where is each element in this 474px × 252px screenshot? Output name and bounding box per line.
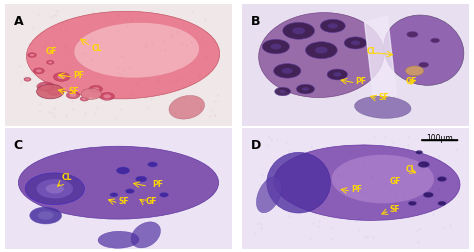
Circle shape <box>30 55 34 57</box>
Polygon shape <box>365 17 396 99</box>
Text: PF: PF <box>351 184 362 194</box>
Circle shape <box>430 39 440 44</box>
Circle shape <box>315 48 328 54</box>
Circle shape <box>136 176 147 182</box>
Circle shape <box>328 24 338 29</box>
Circle shape <box>406 67 424 76</box>
Text: B: B <box>251 15 260 28</box>
Circle shape <box>110 193 118 197</box>
Text: GF: GF <box>46 46 57 55</box>
Circle shape <box>296 85 315 94</box>
Text: A: A <box>14 15 24 28</box>
Ellipse shape <box>259 14 384 98</box>
Circle shape <box>438 177 447 182</box>
Ellipse shape <box>256 177 282 213</box>
Circle shape <box>270 44 282 50</box>
Text: CL: CL <box>406 164 416 173</box>
Circle shape <box>407 32 418 38</box>
Circle shape <box>82 98 87 101</box>
Circle shape <box>48 62 52 64</box>
Circle shape <box>351 41 360 46</box>
Circle shape <box>292 28 305 35</box>
Ellipse shape <box>131 222 161 248</box>
Circle shape <box>438 201 446 206</box>
Text: SF: SF <box>68 86 79 95</box>
Circle shape <box>280 90 286 94</box>
Ellipse shape <box>74 24 199 78</box>
Circle shape <box>53 73 70 82</box>
Circle shape <box>100 93 115 101</box>
Circle shape <box>159 193 169 198</box>
Text: C: C <box>14 138 23 151</box>
Circle shape <box>302 88 309 92</box>
Text: SF: SF <box>390 204 400 213</box>
Circle shape <box>320 20 345 34</box>
Circle shape <box>36 70 42 73</box>
Circle shape <box>38 211 54 220</box>
Circle shape <box>275 88 291 96</box>
Ellipse shape <box>169 96 205 120</box>
Text: CL: CL <box>62 172 72 181</box>
Circle shape <box>147 162 158 168</box>
Circle shape <box>28 54 36 58</box>
Circle shape <box>305 43 337 59</box>
Circle shape <box>41 85 50 90</box>
Circle shape <box>344 38 367 50</box>
Text: CL: CL <box>367 46 377 55</box>
Circle shape <box>81 89 101 100</box>
Text: D: D <box>251 138 261 151</box>
Circle shape <box>26 79 29 81</box>
Circle shape <box>408 201 417 206</box>
Ellipse shape <box>355 97 411 119</box>
Text: GF: GF <box>146 197 157 206</box>
Ellipse shape <box>383 16 464 86</box>
Text: CL: CL <box>91 44 102 53</box>
Circle shape <box>327 70 347 81</box>
Text: SF: SF <box>378 92 389 101</box>
Circle shape <box>92 88 99 91</box>
Text: PF: PF <box>356 77 366 86</box>
Circle shape <box>46 184 64 194</box>
Circle shape <box>36 85 64 99</box>
Circle shape <box>416 151 423 154</box>
Circle shape <box>46 61 54 65</box>
Ellipse shape <box>274 145 460 220</box>
Text: PF: PF <box>153 180 164 188</box>
Circle shape <box>419 63 429 68</box>
Circle shape <box>80 97 89 102</box>
Text: 100μm: 100μm <box>426 133 453 142</box>
Circle shape <box>333 73 341 77</box>
Text: PF: PF <box>73 71 84 80</box>
Circle shape <box>51 90 59 94</box>
Ellipse shape <box>27 12 219 100</box>
Circle shape <box>37 83 55 92</box>
Circle shape <box>36 179 73 199</box>
Circle shape <box>25 173 84 205</box>
Ellipse shape <box>332 155 434 204</box>
Circle shape <box>125 189 135 194</box>
Circle shape <box>116 167 130 174</box>
Circle shape <box>103 95 111 99</box>
Circle shape <box>418 162 429 168</box>
Circle shape <box>30 207 62 224</box>
Ellipse shape <box>267 153 330 213</box>
Circle shape <box>24 78 31 82</box>
Text: GF: GF <box>390 176 401 185</box>
Circle shape <box>423 192 433 198</box>
Circle shape <box>33 69 45 75</box>
Ellipse shape <box>98 231 139 248</box>
Circle shape <box>273 64 301 79</box>
Circle shape <box>283 23 315 40</box>
Circle shape <box>89 86 102 93</box>
Ellipse shape <box>18 147 219 219</box>
Text: GF: GF <box>406 77 417 86</box>
Circle shape <box>70 94 76 98</box>
Circle shape <box>57 75 66 80</box>
Circle shape <box>66 92 80 99</box>
Circle shape <box>282 69 293 75</box>
Circle shape <box>47 88 63 96</box>
Circle shape <box>262 40 290 55</box>
Text: SF: SF <box>118 197 129 206</box>
